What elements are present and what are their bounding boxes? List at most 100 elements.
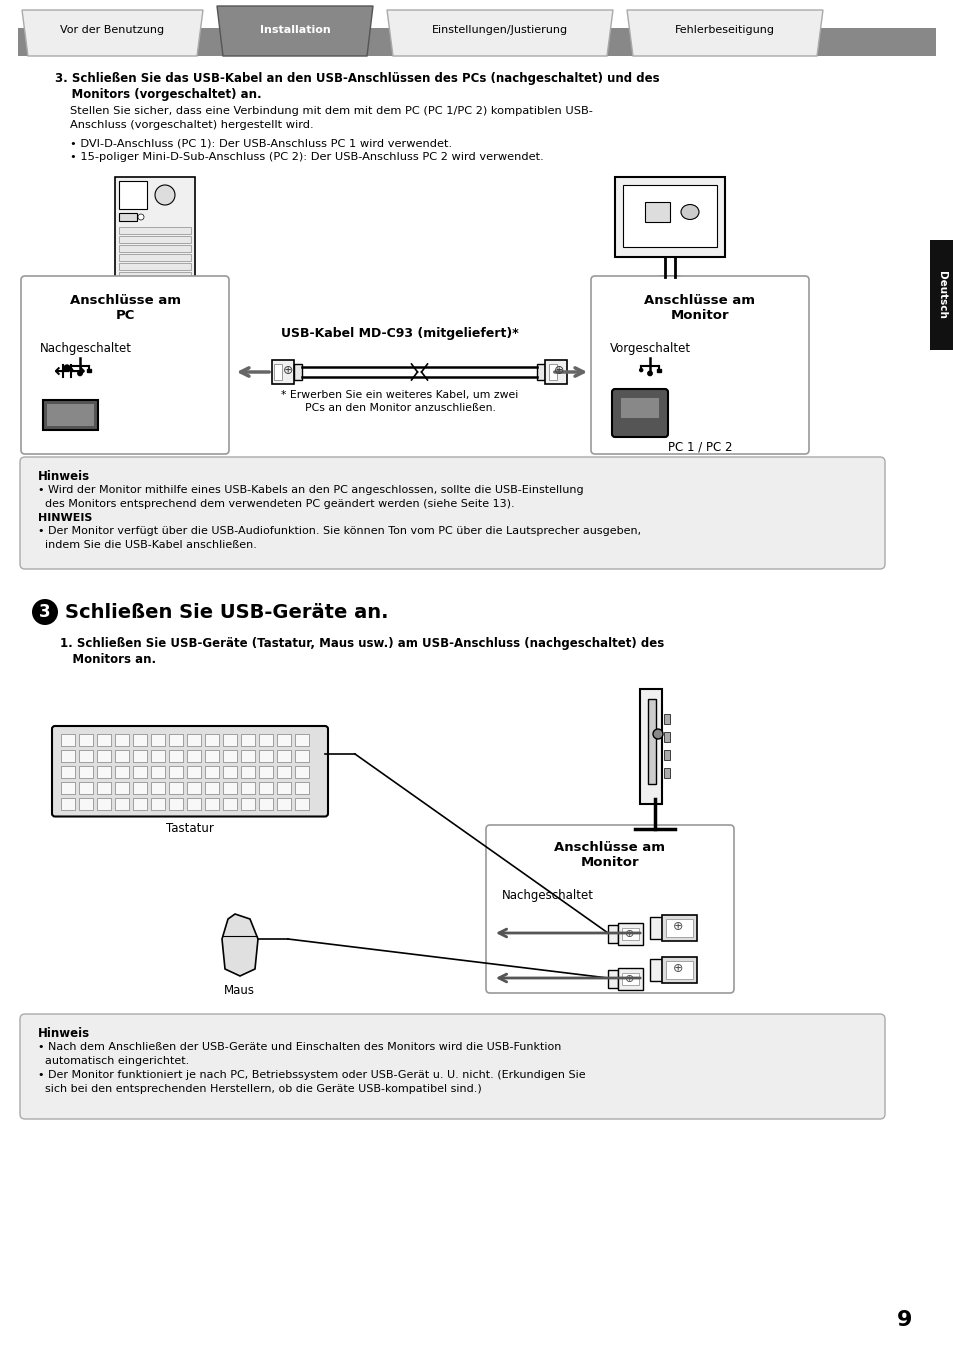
Bar [151,798,165,810]
Polygon shape [222,914,257,976]
FancyBboxPatch shape [52,726,328,817]
Bar [79,765,92,778]
Bar [151,782,165,794]
Bar [187,765,201,778]
Bar [151,751,165,761]
Text: • Nach dem Anschließen der USB-Geräte und Einschalten des Monitors wird die USB-: • Nach dem Anschließen der USB-Geräte un… [38,1042,560,1052]
Bar [187,734,201,747]
Bar [294,751,309,761]
Bar [205,782,219,794]
Bar [87,369,91,371]
Bar [169,782,183,794]
Bar [79,798,92,810]
Bar [649,958,661,981]
Bar [115,734,129,747]
Text: PC 1 / PC 2: PC 1 / PC 2 [667,440,732,454]
Text: Maus: Maus [223,984,254,998]
Bar [119,181,147,209]
FancyBboxPatch shape [612,389,667,437]
Text: USB-Kabel MD-C93 (mitgeliefert)*: USB-Kabel MD-C93 (mitgeliefert)* [281,327,518,340]
Bar [132,782,147,794]
Text: Anschlüsse am
Monitor: Anschlüsse am Monitor [644,294,755,323]
Text: 1. Schließen Sie USB-Geräte (Tastatur, Maus usw.) am USB-Anschluss (nachgeschalt: 1. Schließen Sie USB-Geräte (Tastatur, M… [60,637,663,649]
Bar [241,751,254,761]
Bar [115,798,129,810]
Text: HINWEIS: HINWEIS [38,513,92,522]
Bar [663,768,669,778]
Bar [132,765,147,778]
Text: • Der Monitor funktioniert je nach PC, Betriebssystem oder USB-Gerät u. U. nicht: • Der Monitor funktioniert je nach PC, B… [38,1071,585,1080]
Text: ⊕: ⊕ [282,364,293,378]
Bar [61,765,75,778]
Bar [115,782,129,794]
Text: ⊕: ⊕ [553,364,563,378]
Bar [294,765,309,778]
Text: Deutsch: Deutsch [936,271,946,319]
Bar [151,765,165,778]
Bar [47,404,94,427]
Circle shape [32,599,58,625]
Bar [276,765,291,778]
Bar [620,398,659,418]
Ellipse shape [154,185,174,205]
Bar [151,734,165,747]
Text: • Der Monitor verfügt über die USB-Audiofunktion. Sie können Ton vom PC über die: • Der Monitor verfügt über die USB-Audio… [38,526,640,536]
Bar [223,751,236,761]
Text: * Erwerben Sie ein weiteres Kabel, um zwei: * Erwerben Sie ein weiteres Kabel, um zw… [281,390,518,400]
Bar [276,782,291,794]
Text: ⊕: ⊕ [624,973,634,984]
Bar [618,968,642,990]
Polygon shape [626,9,822,55]
Polygon shape [22,9,203,55]
Bar [272,360,294,383]
Bar [97,782,111,794]
Polygon shape [216,5,373,55]
Circle shape [639,369,642,371]
Circle shape [652,729,662,738]
Text: indem Sie die USB-Kabel anschließen.: indem Sie die USB-Kabel anschließen. [38,540,256,549]
Text: PCs an den Monitor anzuschließen.: PCs an den Monitor anzuschließen. [304,404,495,413]
Bar [205,798,219,810]
Text: ⊕: ⊕ [672,921,682,933]
Bar [294,364,302,379]
Bar [294,734,309,747]
Text: Vorgeschaltet: Vorgeschaltet [609,342,690,355]
Bar [622,185,717,247]
Text: • DVI-D-Anschluss (PC 1): Der USB-Anschluss PC 1 wird verwendet.: • DVI-D-Anschluss (PC 1): Der USB-Anschl… [70,138,452,148]
Text: automatisch eingerichtet.: automatisch eingerichtet. [38,1056,189,1066]
Bar [661,915,697,941]
Bar [169,751,183,761]
Text: 9: 9 [897,1310,912,1330]
Bar [241,765,254,778]
Circle shape [70,369,72,371]
Text: Tastatur: Tastatur [166,822,213,834]
Bar [187,751,201,761]
Text: ←→: ←→ [53,362,86,381]
Bar [929,240,953,350]
Ellipse shape [138,215,144,220]
Text: Nachgeschaltet: Nachgeschaltet [501,890,594,902]
FancyBboxPatch shape [590,275,808,454]
Bar [223,765,236,778]
Circle shape [78,371,82,375]
Bar [544,360,566,383]
Circle shape [647,371,652,375]
Bar [119,263,191,270]
Bar [132,798,147,810]
Bar [79,734,92,747]
Bar [607,925,618,944]
FancyBboxPatch shape [21,275,229,454]
Bar [663,751,669,760]
Bar [43,400,98,431]
Bar [258,798,273,810]
Bar [618,923,642,945]
Bar [548,364,557,379]
Text: Anschlüsse am
Monitor: Anschlüsse am Monitor [554,841,665,869]
Bar [187,782,201,794]
Bar [639,688,661,805]
Text: sich bei den entsprechenden Herstellern, ob die Geräte USB-kompatibel sind.): sich bei den entsprechenden Herstellern,… [38,1084,481,1094]
Text: • Wird der Monitor mithilfe eines USB-Kabels an den PC angeschlossen, sollte die: • Wird der Monitor mithilfe eines USB-Ka… [38,485,583,495]
Text: Stellen Sie sicher, dass eine Verbindung mit dem mit dem PC (PC 1/PC 2) kompatib: Stellen Sie sicher, dass eine Verbindung… [70,107,592,116]
Text: Schließen Sie USB-Geräte an.: Schließen Sie USB-Geräte an. [65,603,388,622]
Bar [119,254,191,261]
